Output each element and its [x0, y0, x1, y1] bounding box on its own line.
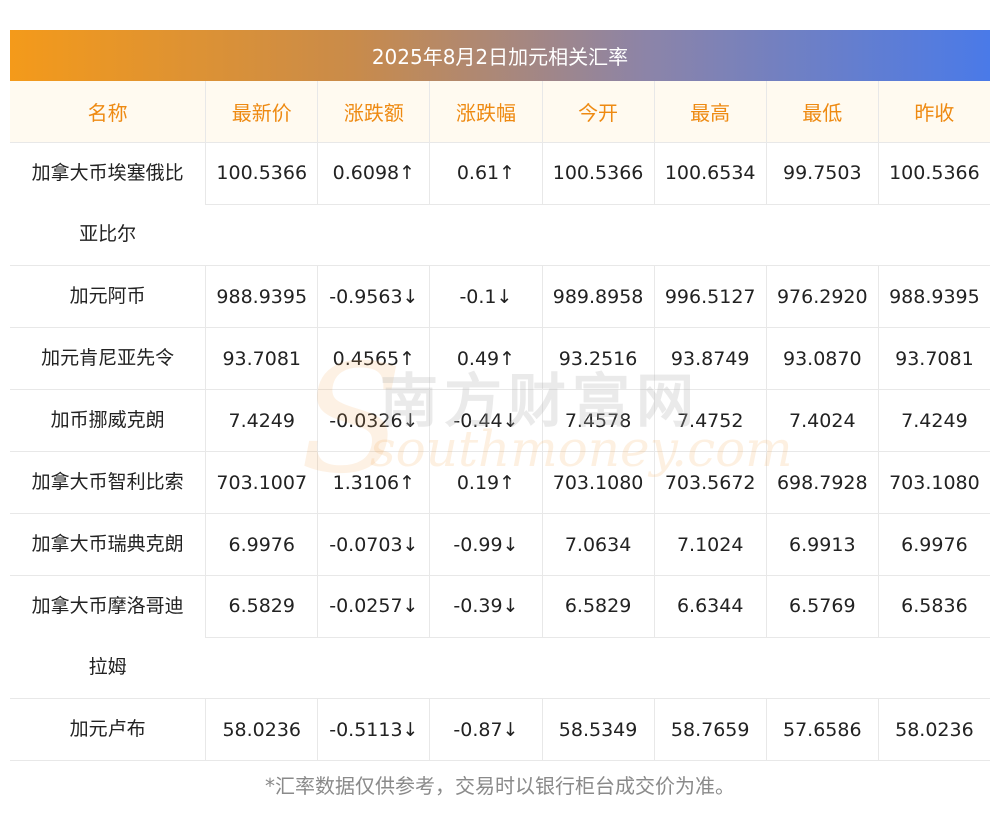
change-amount: 0.4565↑: [317, 327, 430, 390]
change-amount: -0.0703↓: [317, 513, 430, 576]
change-percent: -0.44↓: [429, 389, 543, 452]
change-percent: 0.49↑: [429, 327, 543, 390]
low-price: 57.6586: [765, 698, 879, 761]
table-row: 加元肯尼亚先令 93.7081 0.4565↑ 0.49↑ 93.2516 93…: [10, 327, 990, 390]
change-percent: 0.61↑: [429, 142, 543, 204]
currency-pair-name: 加币挪威克朗: [10, 389, 206, 452]
open-price: 100.5366: [541, 142, 655, 204]
high-price: 93.8749: [653, 327, 767, 390]
change-percent: -0.87↓: [429, 698, 543, 761]
footnote-disclaimer: *汇率数据仅供参考，交易时以银行柜台成交价为准。: [265, 774, 735, 798]
high-price: 7.1024: [653, 513, 767, 576]
latest-price: 58.0236: [205, 698, 318, 761]
table-row: 加元阿币 988.9395 -0.9563↓ -0.1↓ 989.8958 99…: [10, 265, 990, 328]
page-title: 2025年8月2日加元相关汇率: [10, 30, 990, 81]
open-price: 703.1080: [541, 451, 655, 514]
open-price: 93.2516: [541, 327, 655, 390]
currency-pair-name: 加拿大币智利比索: [10, 451, 206, 514]
column-header-open: 今开: [541, 81, 655, 143]
table-row: 加币挪威克朗 7.4249 -0.0326↓ -0.44↓ 7.4578 7.4…: [10, 389, 990, 452]
table-row: 加元卢布 58.0236 -0.5113↓ -0.87↓ 58.5349 58.…: [10, 698, 990, 761]
change-percent: -0.39↓: [429, 575, 543, 637]
change-amount: -0.9563↓: [317, 265, 430, 328]
low-price: 6.5769: [765, 575, 879, 637]
table-row-continuation: [10, 203, 990, 266]
latest-price: 100.5366: [205, 142, 318, 204]
table-row: 加拿大币摩洛哥迪 拉姆 6.5829 -0.0257↓ -0.39↓ 6.582…: [10, 575, 990, 699]
column-header-low: 最低: [765, 81, 879, 143]
column-header-prev-close: 昨收: [877, 81, 990, 143]
change-percent: -0.99↓: [429, 513, 543, 576]
low-price: 976.2920: [765, 265, 879, 328]
change-amount: -0.0326↓: [317, 389, 430, 452]
column-header-change-pct: 涨跌幅: [429, 81, 543, 143]
high-price: 100.6534: [653, 142, 767, 204]
column-header-name: 名称: [10, 81, 206, 143]
prev-close-price: 93.7081: [877, 327, 990, 390]
open-price: 989.8958: [541, 265, 655, 328]
high-price: 996.5127: [653, 265, 767, 328]
row-spacer: [205, 203, 990, 266]
high-price: 7.4752: [653, 389, 767, 452]
latest-price: 93.7081: [205, 327, 318, 390]
prev-close-price: 703.1080: [877, 451, 990, 514]
currency-pair-name: 加拿大币埃塞俄比 亚比尔: [10, 142, 206, 266]
open-price: 7.0634: [541, 513, 655, 576]
high-price: 6.6344: [653, 575, 767, 637]
prev-close-price: 7.4249: [877, 389, 990, 452]
low-price: 93.0870: [765, 327, 879, 390]
column-header-change: 涨跌额: [317, 81, 430, 143]
change-amount: -0.5113↓: [317, 698, 430, 761]
currency-pair-name: 加元肯尼亚先令: [10, 327, 206, 390]
change-amount: -0.0257↓: [317, 575, 430, 637]
change-amount: 0.6098↑: [317, 142, 430, 204]
table-row-continuation: [10, 636, 990, 699]
open-price: 6.5829: [541, 575, 655, 637]
open-price: 7.4578: [541, 389, 655, 452]
latest-price: 7.4249: [205, 389, 318, 452]
prev-close-price: 988.9395: [877, 265, 990, 328]
low-price: 6.9913: [765, 513, 879, 576]
latest-price: 6.9976: [205, 513, 318, 576]
table-row: 加拿大币瑞典克朗 6.9976 -0.0703↓ -0.99↓ 7.0634 7…: [10, 513, 990, 576]
prev-close-price: 100.5366: [877, 142, 990, 204]
column-header-high: 最高: [653, 81, 767, 143]
exchange-rate-table: 名称 最新价 涨跌额 涨跌幅 今开 最高 最低 昨收 加拿大币埃塞俄比 亚比尔 …: [10, 81, 990, 761]
low-price: 7.4024: [765, 389, 879, 452]
currency-pair-name: 加拿大币摩洛哥迪 拉姆: [10, 575, 206, 699]
prev-close-price: 6.9976: [877, 513, 990, 576]
table-row: 加拿大币智利比索 703.1007 1.3106↑ 0.19↑ 703.1080…: [10, 451, 990, 514]
high-price: 58.7659: [653, 698, 767, 761]
low-price: 99.7503: [765, 142, 879, 204]
table-row: 加拿大币埃塞俄比 亚比尔 100.5366 0.6098↑ 0.61↑ 100.…: [10, 142, 990, 266]
latest-price: 988.9395: [205, 265, 318, 328]
low-price: 698.7928: [765, 451, 879, 514]
prev-close-price: 58.0236: [877, 698, 990, 761]
column-header-latest: 最新价: [205, 81, 318, 143]
row-spacer: [205, 636, 990, 699]
latest-price: 6.5829: [205, 575, 318, 637]
change-percent: -0.1↓: [429, 265, 543, 328]
change-percent: 0.19↑: [429, 451, 543, 514]
currency-pair-name: 加拿大币瑞典克朗: [10, 513, 206, 576]
table-header-row: 名称 最新价 涨跌额 涨跌幅 今开 最高 最低 昨收: [10, 81, 990, 143]
high-price: 703.5672: [653, 451, 767, 514]
currency-pair-name: 加元阿币: [10, 265, 206, 328]
prev-close-price: 6.5836: [877, 575, 990, 637]
change-amount: 1.3106↑: [317, 451, 430, 514]
latest-price: 703.1007: [205, 451, 318, 514]
currency-pair-name: 加元卢布: [10, 698, 206, 761]
open-price: 58.5349: [541, 698, 655, 761]
